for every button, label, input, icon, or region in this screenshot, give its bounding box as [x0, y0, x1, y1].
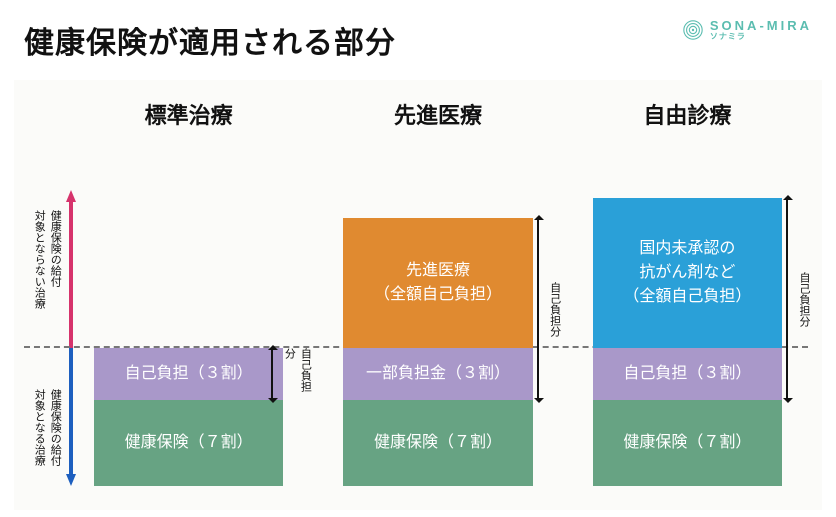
axis-bot-label-b: 対象となる治療	[32, 389, 46, 466]
left-axis: 健康保険の給付 対象とならない治療 健康保険の給付 対象となる治療	[24, 190, 84, 486]
axis-top-label-b: 対象とならない治療	[32, 210, 46, 309]
bracket-label: 自己負担分	[547, 282, 563, 337]
block-insurance70: 健康保険（７割）	[94, 400, 283, 486]
stack: 健康保険（７割）自己負担（３割）国内未承認の 抗がん剤など （全額自己負担）	[593, 198, 782, 486]
arrow-down-icon	[66, 348, 76, 486]
bracket: 自己負担分	[537, 218, 563, 400]
bracket: 自己負担分	[271, 348, 313, 400]
arrow-up-icon	[66, 190, 76, 348]
page-title: 健康保険が適用される部分	[24, 18, 396, 62]
stack: 健康保険（７割）自己負担（３割）	[94, 348, 283, 486]
column-1: 先進医療健康保険（７割）一部負担金（３割）先進医療 （全額自己負担）自己負担分	[343, 80, 532, 510]
block-copay30: 自己負担（３割）	[593, 348, 782, 400]
block-copay30: 一部負担金（３割）	[343, 348, 532, 400]
block-advanced: 先進医療 （全額自己負担）	[343, 218, 532, 348]
stack: 健康保険（７割）一部負担金（３割）先進医療 （全額自己負担）	[343, 218, 532, 486]
bracket-label: 自己負担分	[796, 272, 812, 327]
block-insurance70: 健康保険（７割）	[343, 400, 532, 486]
brand-icon	[682, 19, 704, 41]
column-2: 自由診療健康保険（７割）自己負担（３割）国内未承認の 抗がん剤など （全額自己負…	[593, 80, 782, 510]
axis-bot-label-a: 健康保険の給付	[48, 389, 62, 466]
column-0: 標準治療健康保険（７割）自己負担（３割）自己負担分	[94, 80, 283, 510]
brand-logo: SONA-MIRA ソナミラ	[682, 18, 812, 42]
block-copay30: 自己負担（３割）	[94, 348, 283, 400]
block-insurance70: 健康保険（７割）	[593, 400, 782, 486]
chart-area: 健康保険の給付 対象とならない治療 健康保険の給付 対象となる治療 標準治療健康…	[14, 80, 822, 510]
axis-top-label-a: 健康保険の給付	[48, 210, 62, 287]
bracket: 自己負担分	[786, 198, 812, 400]
column-title: 先進医療	[343, 98, 532, 130]
column-title: 自由診療	[593, 98, 782, 130]
column-title: 標準治療	[94, 98, 283, 130]
bracket-label: 自己負担分	[281, 348, 313, 400]
block-unapproved: 国内未承認の 抗がん剤など （全額自己負担）	[593, 198, 782, 348]
